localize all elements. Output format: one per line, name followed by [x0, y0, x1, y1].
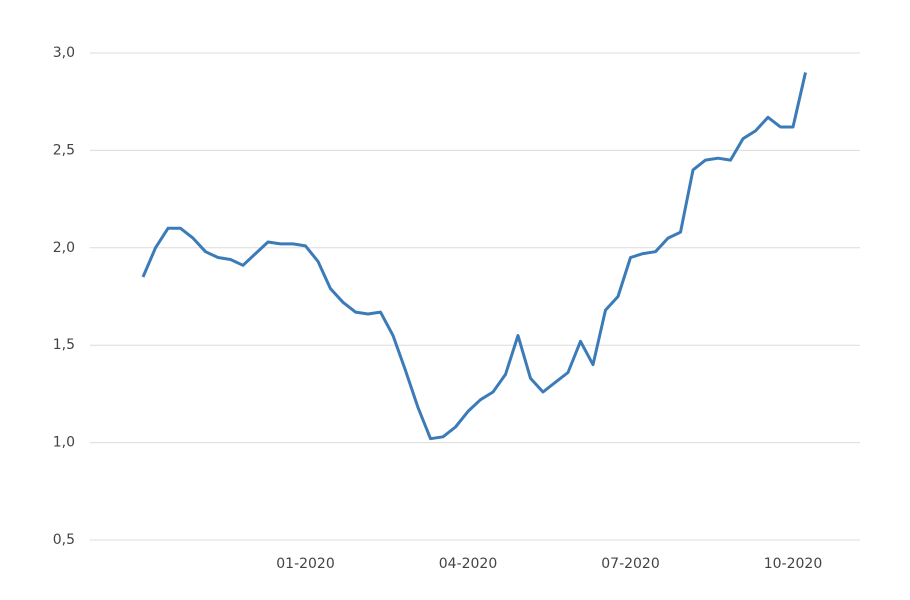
x-tick-label: 01-2020: [276, 556, 335, 572]
y-tick-label: 3,0: [53, 45, 75, 61]
y-tick-label: 1,5: [53, 337, 75, 353]
y-tick-label: 1,0: [53, 435, 75, 451]
y-tick-label: 0,5: [53, 532, 75, 548]
y-tick-label: 2,5: [53, 142, 75, 158]
y-tick-label: 2,0: [53, 240, 75, 256]
x-tick-label: 10-2020: [764, 556, 823, 572]
x-tick-label: 04-2020: [439, 556, 498, 572]
x-tick-label: 07-2020: [601, 556, 660, 572]
data-line: [141, 72, 807, 441]
